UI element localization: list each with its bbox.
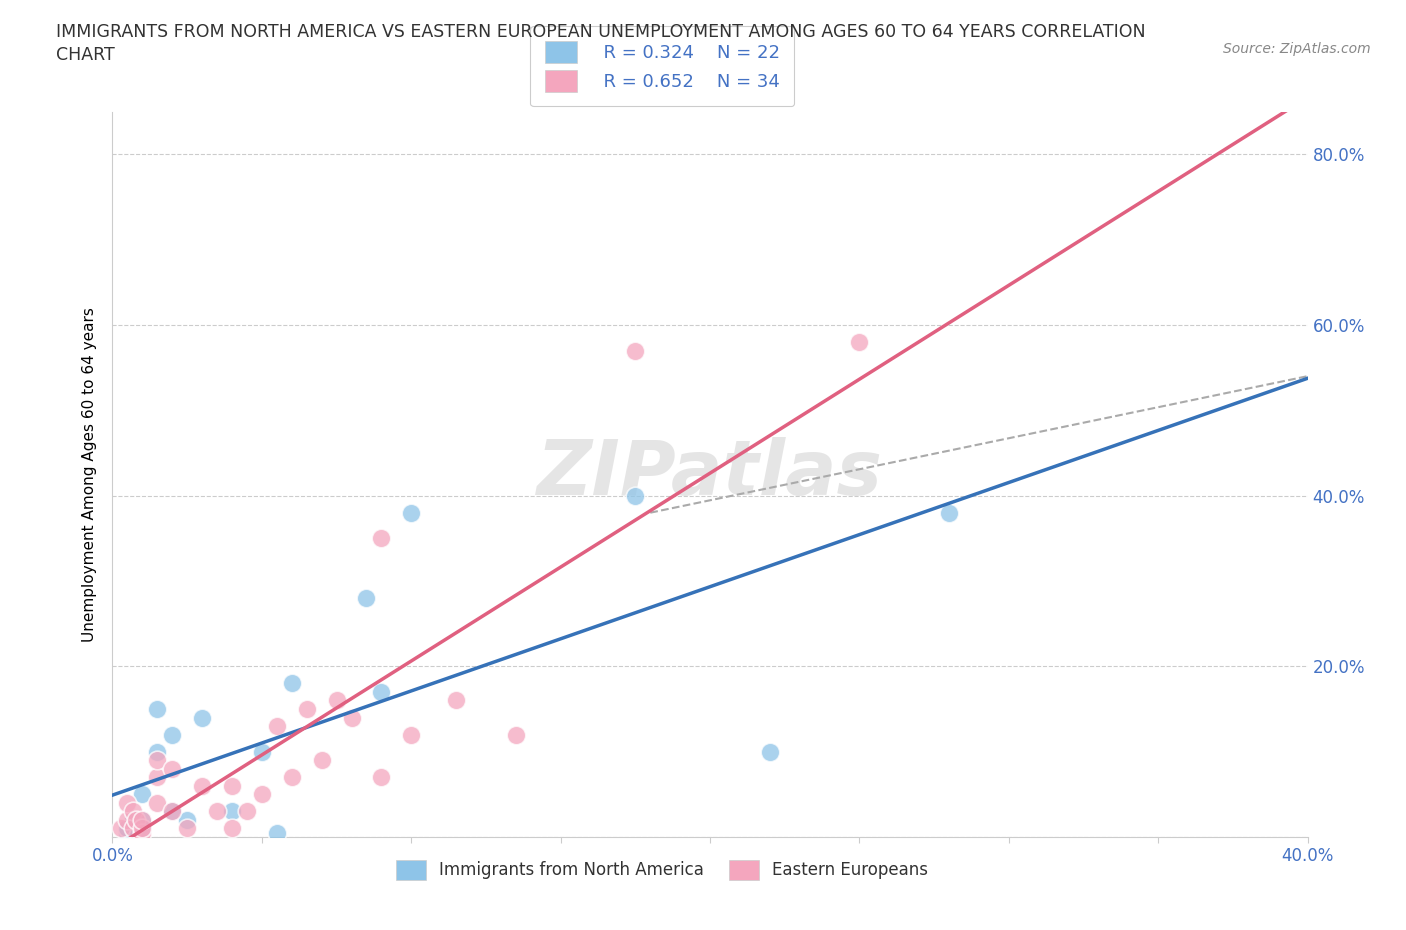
Point — [281, 770, 304, 785]
Point — [131, 813, 153, 828]
Point — [122, 813, 145, 828]
Text: IMMIGRANTS FROM NORTH AMERICA VS EASTERN EUROPEAN UNEMPLOYMENT AMONG AGES 60 TO : IMMIGRANTS FROM NORTH AMERICA VS EASTERN… — [56, 23, 1146, 41]
Point — [146, 770, 169, 785]
Y-axis label: Unemployment Among Ages 60 to 64 years: Unemployment Among Ages 60 to 64 years — [82, 307, 97, 642]
Point — [295, 701, 318, 716]
Point — [131, 787, 153, 802]
Point — [759, 744, 782, 759]
Point — [162, 762, 183, 777]
Point — [340, 711, 363, 725]
Point — [110, 821, 132, 836]
Point — [131, 821, 153, 836]
Point — [117, 825, 139, 840]
Point — [356, 591, 378, 605]
Point — [624, 488, 647, 503]
Point — [401, 505, 423, 520]
Point — [221, 778, 243, 793]
Point — [131, 821, 153, 836]
Point — [117, 821, 139, 836]
Point — [117, 795, 139, 810]
Text: CHART: CHART — [56, 46, 115, 64]
Point — [191, 711, 214, 725]
Point — [624, 343, 647, 358]
Point — [370, 684, 392, 699]
Point — [146, 701, 169, 716]
Point — [191, 778, 214, 793]
Point — [370, 770, 392, 785]
Text: ZIPatlas: ZIPatlas — [537, 437, 883, 512]
Point — [250, 744, 273, 759]
Point — [401, 727, 423, 742]
Point — [444, 693, 467, 708]
Legend: Immigrants from North America, Eastern Europeans: Immigrants from North America, Eastern E… — [389, 853, 935, 886]
Point — [122, 804, 145, 818]
Point — [162, 804, 183, 818]
Point — [146, 752, 169, 767]
Point — [311, 752, 333, 767]
Point — [221, 821, 243, 836]
Point — [162, 727, 183, 742]
Point — [236, 804, 259, 818]
Point — [125, 813, 148, 828]
Point — [250, 787, 273, 802]
Point — [131, 813, 153, 828]
Point — [176, 821, 198, 836]
Point — [221, 804, 243, 818]
Point — [205, 804, 228, 818]
Point — [176, 813, 198, 828]
Point — [325, 693, 347, 708]
Point — [117, 813, 139, 828]
Point — [505, 727, 527, 742]
Point — [146, 795, 169, 810]
Point — [281, 676, 304, 691]
Point — [848, 335, 870, 350]
Point — [938, 505, 960, 520]
Point — [146, 744, 169, 759]
Point — [266, 719, 288, 734]
Text: Source: ZipAtlas.com: Source: ZipAtlas.com — [1223, 42, 1371, 56]
Point — [122, 821, 145, 836]
Point — [162, 804, 183, 818]
Point — [370, 531, 392, 546]
Point — [131, 825, 153, 840]
Point — [266, 825, 288, 840]
